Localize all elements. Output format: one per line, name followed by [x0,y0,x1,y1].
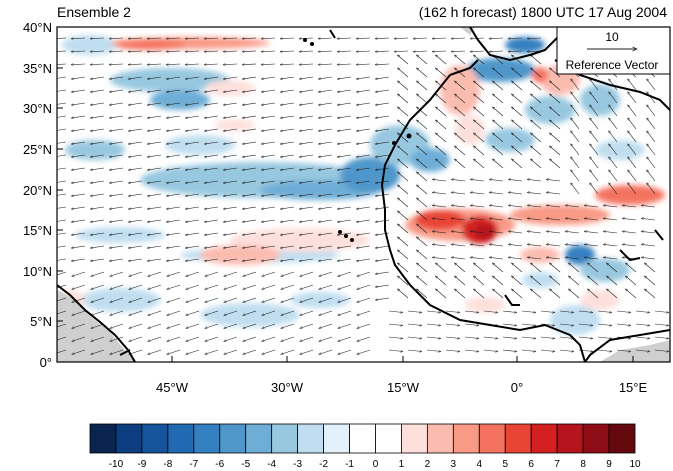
colorbar-tick-label: -8 [163,459,172,470]
colorbar-swatch [582,423,610,454]
colorbar-tick-label: 8 [580,459,586,470]
reference-vector-label: Reference Vector [566,58,659,72]
colorbar-swatch [167,423,195,454]
colorbar-swatch [245,423,273,454]
colorbar-tick-label: -4 [267,459,276,470]
missing-land-south-america [57,290,135,362]
lon-label: 15°E [619,380,648,395]
colorbar-tick-label: -5 [241,459,250,470]
colorbar-swatch [530,423,558,454]
lat-label: 10°N [23,264,52,279]
colorbar-tick-label: 1 [399,459,405,470]
colorbar-tick-label: -10 [109,459,124,470]
colorbar-tick-label: 5 [502,459,508,470]
colorbar-swatch [375,423,402,454]
colorbar-swatch [115,423,143,454]
colorbar-tick-label: -3 [293,459,302,470]
colorbar-tick-label: -1 [345,459,354,470]
plot-title-left: Ensemble 2 [57,4,131,20]
map-plot-area: 10 Reference Vector [57,27,670,362]
lon-label: 45°W [156,380,189,395]
colorbar-swatch [349,423,376,454]
colorbar-tick-label: -7 [189,459,198,470]
colorbar-swatch [297,423,324,454]
plot-title-right: (162 h forecast) 1800 UTC 17 Aug 2004 [418,4,667,20]
wind-vector-field [57,38,669,354]
latitude-axis: 40°N 35°N 30°N 25°N 20°N 15°N 10°N 5°N 0° [23,20,63,370]
lat-label: 25°N [23,142,52,157]
colorbar-swatch [219,423,247,454]
anomaly-shading [57,35,665,335]
colorbar-swatch [401,423,428,454]
lat-label: 35°N [23,61,52,76]
lon-label: 30°W [271,380,304,395]
colorbar-swatch [323,423,350,454]
colorbar-tick-label: -6 [215,459,224,470]
lat-label: 40°N [23,20,52,35]
missing-land-africa-south [600,340,670,362]
reference-vector-value: 10 [605,30,619,44]
colorbar-tick-label: -2 [319,459,328,470]
colorbar-swatch [193,423,221,454]
lat-label: 20°N [23,183,52,198]
colorbar-tick-label: 4 [477,459,483,470]
colorbar-tick-label: 0 [373,459,379,470]
colorbar-swatch [426,423,454,454]
colorbar-tick-label: 3 [451,459,457,470]
lat-label: 15°N [23,223,52,238]
colorbar-swatch [504,423,532,454]
colorbar-swatch [478,423,506,454]
reference-vector-box: 10 Reference Vector [556,27,670,75]
colorbar-swatch [89,423,117,454]
plot-frame [56,26,671,363]
colorbar-tick-label: 9 [606,459,612,470]
colorbar-swatch [556,423,584,454]
colorbar-tick-label: 2 [425,459,431,470]
colorbar-swatch [141,423,169,454]
colorbar-swatch [271,423,299,454]
lat-label: 0° [40,355,52,370]
colorbar-tick-label: 7 [554,459,560,470]
colorbar-tick-label: 6 [528,459,534,470]
islands [303,38,412,242]
lat-label: 5°N [30,314,52,329]
lat-label: 30°N [23,101,52,116]
colorbar-tick-label: 10 [629,459,641,470]
colorbar-tick-label: -9 [137,459,146,470]
colorbar-swatch [452,423,480,454]
colorbar-swatch [608,423,636,454]
longitude-axis: 45°W 30°W 15°W 0° 15°E [156,356,647,395]
colorbar: -10 -9 -8 -7 -6 -5 -4 -3 -2 -1 0 1 2 3 4 5 6 7 8 9 10 [89,423,641,470]
lon-label: 15°W [387,380,420,395]
lon-label: 0° [511,380,523,395]
